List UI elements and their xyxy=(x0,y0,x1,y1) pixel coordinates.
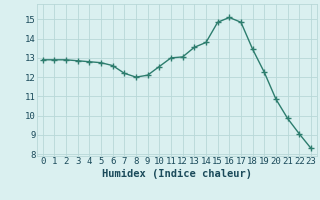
X-axis label: Humidex (Indice chaleur): Humidex (Indice chaleur) xyxy=(102,169,252,179)
